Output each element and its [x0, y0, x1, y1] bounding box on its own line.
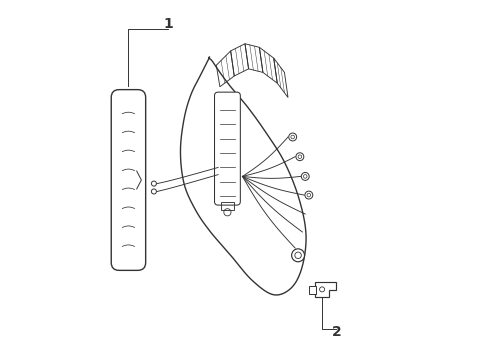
Text: 2: 2	[332, 325, 342, 339]
Circle shape	[292, 249, 304, 262]
Text: 1: 1	[163, 17, 173, 31]
Circle shape	[301, 172, 309, 180]
Polygon shape	[180, 57, 306, 295]
FancyBboxPatch shape	[309, 286, 316, 294]
Polygon shape	[315, 282, 336, 297]
Circle shape	[289, 133, 296, 141]
FancyBboxPatch shape	[215, 92, 240, 205]
Circle shape	[305, 191, 313, 199]
Circle shape	[296, 153, 304, 161]
FancyBboxPatch shape	[111, 90, 146, 270]
